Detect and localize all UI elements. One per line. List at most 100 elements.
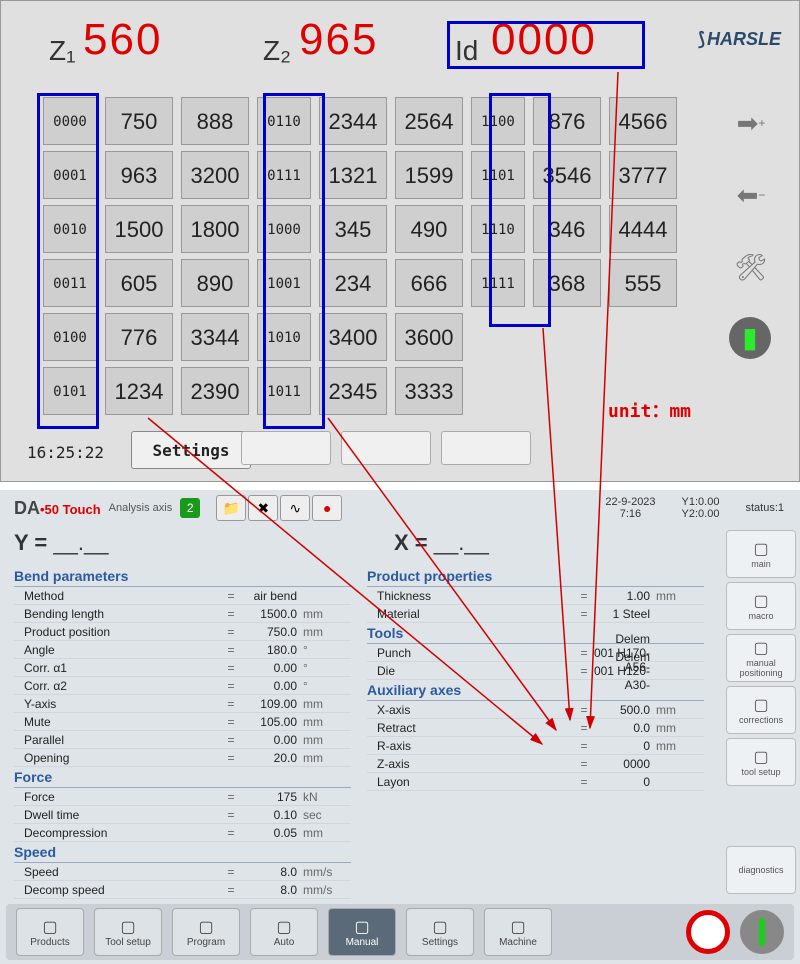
param-row[interactable]: Corr. α2=0.00° bbox=[14, 677, 351, 695]
x-label: X = bbox=[394, 530, 428, 555]
y2-text: Y2:0.00 bbox=[682, 508, 720, 520]
param-row[interactable]: Thickness=1.00mm bbox=[367, 587, 704, 605]
param-row[interactable]: Bending length=1500.0mm bbox=[14, 605, 351, 623]
param-row[interactable]: Z-axis=0000 bbox=[367, 755, 704, 773]
value-cell[interactable]: 750 bbox=[105, 97, 173, 145]
param-row[interactable]: Die=Delem 001 H120-A30- bbox=[367, 662, 704, 680]
value-cell[interactable]: 1234 bbox=[105, 367, 173, 415]
tools-icon[interactable]: ✖ bbox=[248, 495, 278, 521]
side-button[interactable]: ▢corrections bbox=[726, 686, 796, 734]
side-button[interactable]: ▢main bbox=[726, 530, 796, 578]
param-row[interactable]: Dwell time=0.10sec bbox=[14, 806, 351, 824]
value-cell[interactable]: 605 bbox=[105, 259, 173, 307]
param-name: Dwell time bbox=[14, 808, 223, 822]
record-icon[interactable]: ● bbox=[312, 495, 342, 521]
param-row[interactable]: Force=175kN bbox=[14, 788, 351, 806]
value-cell[interactable]: 2390 bbox=[181, 367, 249, 415]
value-cell[interactable]: 1500 bbox=[105, 205, 173, 253]
arrow-left-minus-icon[interactable]: ⬅− bbox=[729, 173, 773, 217]
param-row[interactable]: R-axis=0mm bbox=[367, 737, 704, 755]
value-cell[interactable]: 3600 bbox=[395, 313, 463, 361]
param-unit: kN bbox=[303, 790, 351, 804]
value-cell[interactable]: 555 bbox=[609, 259, 677, 307]
value-cell[interactable]: 490 bbox=[395, 205, 463, 253]
value-cell[interactable]: 2564 bbox=[395, 97, 463, 145]
folder-icon[interactable]: 📁 bbox=[216, 495, 246, 521]
settings-button[interactable]: Settings bbox=[131, 431, 251, 469]
value-cell[interactable]: 4566 bbox=[609, 97, 677, 145]
nav-tool-setup[interactable]: ▢Tool setup bbox=[94, 908, 162, 956]
time-text: 7:16 bbox=[620, 508, 641, 520]
param-row[interactable]: Y-axis=109.00mm bbox=[14, 695, 351, 713]
tab-blank-3[interactable] bbox=[441, 431, 531, 465]
value-cell[interactable]: 2344 bbox=[319, 97, 387, 145]
tab-blank-1[interactable] bbox=[241, 431, 331, 465]
value-cell[interactable]: 345 bbox=[319, 205, 387, 253]
nav-program[interactable]: ▢Program bbox=[172, 908, 240, 956]
z1-value: 560 bbox=[83, 15, 162, 65]
value-cell[interactable]: 3777 bbox=[609, 151, 677, 199]
equals: = bbox=[223, 607, 239, 621]
param-row[interactable]: Material=1 Steel bbox=[367, 605, 704, 623]
param-value: 175 bbox=[239, 790, 303, 804]
value-cell[interactable]: 666 bbox=[395, 259, 463, 307]
param-unit: mm bbox=[303, 625, 351, 639]
value-cell[interactable]: 1599 bbox=[395, 151, 463, 199]
param-row[interactable]: Decomp speed=8.0mm/s bbox=[14, 881, 351, 899]
equals: = bbox=[223, 751, 239, 765]
param-row[interactable]: Product position=750.0mm bbox=[14, 623, 351, 641]
param-value: Delem 001 H120-A30- bbox=[592, 650, 656, 692]
value-cell[interactable]: 3200 bbox=[181, 151, 249, 199]
nav-settings[interactable]: ▢Settings bbox=[406, 908, 474, 956]
param-value: 0.10 bbox=[239, 808, 303, 822]
value-cell[interactable]: 890 bbox=[181, 259, 249, 307]
param-row[interactable]: Parallel=0.00mm bbox=[14, 731, 351, 749]
param-row[interactable]: X-axis=500.0mm bbox=[367, 701, 704, 719]
tab-blank-2[interactable] bbox=[341, 431, 431, 465]
y-label: Y = bbox=[14, 530, 47, 555]
param-row[interactable]: Retract=0.0mm bbox=[367, 719, 704, 737]
stop-button[interactable] bbox=[686, 910, 730, 954]
run-button[interactable]: ▮ bbox=[729, 317, 771, 359]
wave-icon[interactable]: ∿ bbox=[280, 495, 310, 521]
value-cell[interactable]: 3400 bbox=[319, 313, 387, 361]
nav-manual[interactable]: ▢Manual bbox=[328, 908, 396, 956]
param-unit: mm bbox=[303, 751, 351, 765]
equals: = bbox=[223, 625, 239, 639]
equals: = bbox=[223, 661, 239, 675]
delem-panel: DA•50 Touch Analysis axis 2 📁 ✖ ∿ ● 22-9… bbox=[0, 490, 800, 964]
side-button[interactable]: ▢tool setup bbox=[726, 738, 796, 786]
param-row[interactable]: Layon=0 bbox=[367, 773, 704, 791]
section-title: Product properties bbox=[367, 566, 704, 587]
param-row[interactable]: Method=air bend bbox=[14, 587, 351, 605]
param-value: 1.00 bbox=[592, 589, 656, 603]
nav-auto[interactable]: ▢Auto bbox=[250, 908, 318, 956]
tool-icon[interactable]: 🛠 bbox=[729, 245, 773, 289]
diagnostics-button[interactable]: diagnostics bbox=[726, 846, 796, 894]
start-button[interactable] bbox=[740, 910, 784, 954]
nav-machine[interactable]: ▢Machine bbox=[484, 908, 552, 956]
param-row[interactable]: Corr. α1=0.00° bbox=[14, 659, 351, 677]
param-row[interactable]: Mute=105.00mm bbox=[14, 713, 351, 731]
value-cell[interactable]: 3333 bbox=[395, 367, 463, 415]
y-equals: Y = __.__ bbox=[14, 530, 108, 556]
param-row[interactable]: Angle=180.0° bbox=[14, 641, 351, 659]
side-button[interactable]: ▢macro bbox=[726, 582, 796, 630]
nav-products[interactable]: ▢Products bbox=[16, 908, 84, 956]
param-row[interactable]: Decompression=0.05mm bbox=[14, 824, 351, 842]
side-button[interactable]: ▢manual positioning bbox=[726, 634, 796, 682]
brand-logo: HARSLE bbox=[698, 29, 781, 50]
highlight-col-1 bbox=[37, 93, 99, 429]
arrow-right-plus-icon[interactable]: ➡+ bbox=[729, 101, 773, 145]
value-cell[interactable]: 888 bbox=[181, 97, 249, 145]
param-row[interactable]: Speed=8.0mm/s bbox=[14, 863, 351, 881]
param-row[interactable]: Opening=20.0mm bbox=[14, 749, 351, 767]
value-cell[interactable]: 234 bbox=[319, 259, 387, 307]
value-cell[interactable]: 1800 bbox=[181, 205, 249, 253]
value-cell[interactable]: 776 bbox=[105, 313, 173, 361]
value-cell[interactable]: 963 bbox=[105, 151, 173, 199]
value-cell[interactable]: 3344 bbox=[181, 313, 249, 361]
value-cell[interactable]: 1321 bbox=[319, 151, 387, 199]
value-cell[interactable]: 4444 bbox=[609, 205, 677, 253]
value-cell[interactable]: 2345 bbox=[319, 367, 387, 415]
